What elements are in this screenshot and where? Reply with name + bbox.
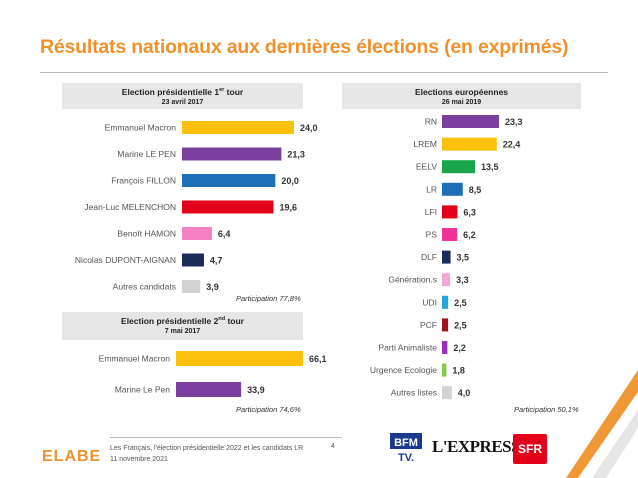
panel-header-pres-2: Election présidentielle 2nd tour 7 mai 2… <box>62 312 303 340</box>
panel-title-pres-2: Election présidentielle 2nd tour <box>121 316 244 326</box>
bar <box>442 250 451 264</box>
value-label: 1,8 <box>452 366 465 376</box>
category-label: UDI <box>422 297 437 307</box>
value-label: 23,3 <box>505 117 523 127</box>
svg-text:ELABE: ELABE <box>42 448 100 463</box>
value-label: 24,0 <box>300 123 318 133</box>
category-label: Emmanuel Macron <box>99 354 171 364</box>
panel-subtitle-europe: 26 mai 2019 <box>441 99 482 106</box>
value-label: 2,5 <box>454 298 467 308</box>
footer-study-title: Les Français, l'élection présidentielle … <box>110 445 304 452</box>
panel-title-pres-1: Election présidentielle 1er tour <box>121 87 244 97</box>
value-label: 3,9 <box>206 282 219 292</box>
svg-text:TV.: TV. <box>398 452 414 464</box>
category-label: LR <box>426 184 437 194</box>
bar <box>442 205 458 219</box>
bar <box>182 253 204 267</box>
category-label: LFI <box>425 207 437 217</box>
panel-header-europe: Elections européennes 26 mai 2019 <box>342 83 581 109</box>
chart-pres-2: Emmanuel Macron 66,1 Marine Le Pen 33,9 <box>62 345 327 405</box>
bar <box>182 280 201 293</box>
sfr-logo: SFR <box>513 434 547 464</box>
chart-pres-1: Emmanuel Macron 24,0 Marine LE PEN 21,3 Fran… <box>62 115 318 297</box>
category-label: PS <box>426 230 438 240</box>
category-label: Parti Animaliste <box>378 343 437 353</box>
decorative-triangle-icon <box>566 370 638 478</box>
title-divider <box>40 72 608 73</box>
bar <box>182 227 212 240</box>
value-label: 2,2 <box>453 343 466 353</box>
bar <box>442 160 476 174</box>
bar-chart-svg: RN 23,3 LREM 22,4 EELV 13,5 LR 8,5 LFI 6,3 PS 6,2 DL… <box>370 115 523 400</box>
participation-pres-2: Participation 74,6% <box>236 405 301 414</box>
category-label: PCF <box>420 320 437 330</box>
category-label: LREM <box>413 139 437 149</box>
category-label: Autres candidats <box>113 282 176 292</box>
bar <box>182 174 276 187</box>
bar <box>442 295 449 309</box>
category-label: Autres listes <box>391 388 437 398</box>
value-label: 6,3 <box>463 207 476 217</box>
bar <box>442 386 452 400</box>
value-label: 20,0 <box>281 176 299 186</box>
bar <box>176 382 242 397</box>
bar <box>442 341 448 354</box>
category-label: Benoît HAMON <box>117 229 176 239</box>
category-label: DLF <box>421 252 437 262</box>
value-label: 33,9 <box>247 385 265 395</box>
bar-chart-svg: Emmanuel Macron 66,1 Marine Le Pen 33,9 <box>99 351 327 397</box>
value-label: 21,3 <box>287 150 305 160</box>
value-label: 22,4 <box>503 140 521 150</box>
value-label: 66,1 <box>309 354 327 364</box>
panel-title-europe: Elections européennes <box>414 87 509 97</box>
category-label: Marine Le Pen <box>115 385 171 395</box>
bar <box>442 363 447 377</box>
bar <box>442 137 497 151</box>
value-label: 3,5 <box>457 253 470 263</box>
value-label: 8,5 <box>469 185 482 195</box>
category-label: Marine LE PEN <box>117 149 176 159</box>
category-label: Jean-Luc MELENCHON <box>84 202 176 212</box>
footer-text: Les Français, l'élection présidentielle … <box>110 443 303 465</box>
participation-pres-1: Participation 77,8% <box>236 294 301 303</box>
bar <box>442 115 499 128</box>
svg-text:BFM: BFM <box>394 437 418 449</box>
value-label: 19,6 <box>279 203 297 213</box>
footer-date: 11 novembre 2021 <box>110 456 168 463</box>
footer-divider <box>110 437 342 438</box>
lexpress-logo: L'EXPRESS <box>432 437 521 456</box>
value-label: 6,4 <box>218 229 231 239</box>
bar <box>442 182 463 196</box>
bar <box>182 121 294 134</box>
panel-subtitle-pres-1: 23 avril 2017 <box>161 99 204 106</box>
bar-chart-svg: Emmanuel Macron 24,0 Marine LE PEN 21,3 Fran… <box>75 121 318 293</box>
value-label: 2,5 <box>454 320 467 330</box>
value-label: 6,2 <box>463 230 476 240</box>
value-label: 4,0 <box>458 388 471 398</box>
bar <box>442 228 458 241</box>
chart-europe: RN 23,3 LREM 22,4 EELV 13,5 LR 8,5 LFI 6,3 PS 6,2 DL… <box>342 112 581 404</box>
value-label: 13,5 <box>481 162 499 172</box>
bar <box>442 273 451 287</box>
category-label: RN <box>425 117 437 127</box>
participation-europe: Participation 50,1% <box>514 405 579 414</box>
bar <box>176 351 303 366</box>
category-label: Urgence Ecologie <box>370 365 437 375</box>
category-label: EELV <box>416 162 437 172</box>
value-label: 4,7 <box>210 256 223 266</box>
panel-header-pres-1: Election présidentielle 1er tour 23 avri… <box>62 83 303 109</box>
category-label: François FILLON <box>111 176 176 186</box>
bar <box>442 318 449 332</box>
category-label: Nicolas DUPONT-AIGNAN <box>75 255 176 265</box>
category-label: Emmanuel Macron <box>105 123 177 133</box>
bar <box>182 147 282 161</box>
elabe-logo: ELABE <box>42 448 100 463</box>
bar <box>182 200 274 214</box>
panel-subtitle-pres-2: 7 mai 2017 <box>164 328 201 335</box>
category-label: Génération.s <box>388 275 437 285</box>
page-number: 4 <box>331 443 335 450</box>
bfmtv-logo: BFM TV. <box>390 433 422 465</box>
page-title: Résultats nationaux aux dernières électi… <box>40 36 569 58</box>
value-label: 3,3 <box>456 275 469 285</box>
